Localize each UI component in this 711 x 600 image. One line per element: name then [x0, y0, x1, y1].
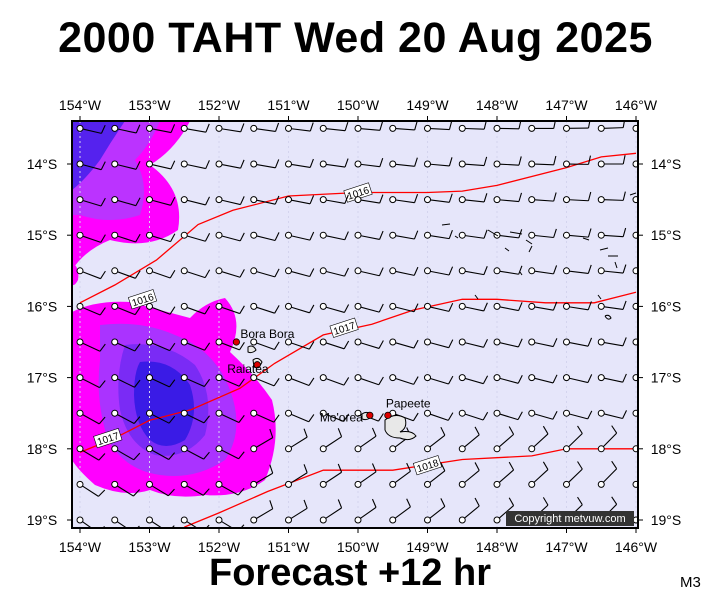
lat-label-left: 16°S [27, 298, 58, 314]
island-marker-icon [367, 412, 373, 418]
lat-label-right: 15°S [651, 227, 682, 243]
lon-label-bottom: 154°W [59, 539, 102, 555]
lon-label-top: 150°W [337, 97, 380, 113]
lon-label-top: 149°W [406, 97, 449, 113]
place-label: Papeete [386, 396, 431, 410]
lat-label-right: 19°S [651, 512, 682, 528]
lon-label-top: 148°W [476, 97, 519, 113]
lat-label-left: 17°S [27, 370, 58, 386]
place-label: Raiatea [227, 362, 269, 376]
lat-label-right: 14°S [651, 156, 682, 172]
lon-label-top: 147°W [545, 97, 588, 113]
place-label: Bora Bora [240, 327, 294, 341]
lon-label-top: 146°W [615, 97, 658, 113]
forecast-label: Forecast +12 hr [150, 552, 550, 595]
island-marker-icon [385, 412, 391, 418]
place-label: Mo'orea [320, 410, 363, 424]
lon-label-top: 152°W [198, 97, 241, 113]
lon-label-top: 154°W [59, 97, 102, 113]
lat-label-left: 18°S [27, 441, 58, 457]
island-marker-icon [233, 339, 239, 345]
lat-label-left: 19°S [27, 512, 58, 528]
lat-label-right: 16°S [651, 298, 682, 314]
copyright-label: Copyright metvuw.com [514, 513, 625, 525]
lat-label-right: 18°S [651, 441, 682, 457]
lon-label-top: 153°W [128, 97, 171, 113]
copyright-box: Copyright metvuw.com [506, 511, 634, 526]
lat-label-right: 17°S [651, 370, 682, 386]
lon-label-bottom: 146°W [615, 539, 658, 555]
lon-label-bottom: 147°W [545, 539, 588, 555]
lat-label-left: 15°S [27, 227, 58, 243]
lat-label-left: 14°S [27, 156, 58, 172]
model-code: M3 [680, 574, 701, 591]
lon-label-top: 151°W [267, 97, 310, 113]
